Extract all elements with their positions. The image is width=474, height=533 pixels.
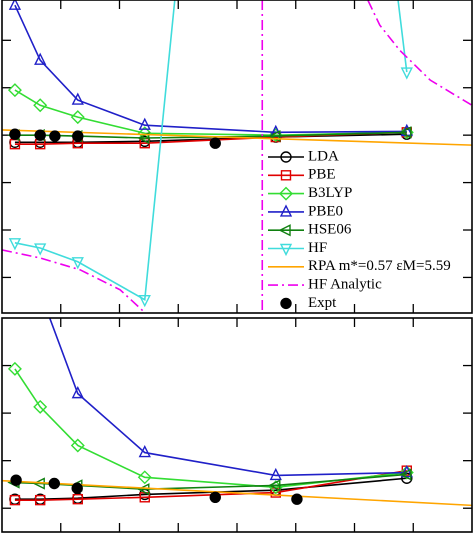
- data-point: [7, 361, 22, 376]
- series-line: [14, 0, 408, 302]
- series-line: [14, 4, 407, 134]
- data-point: [70, 110, 85, 125]
- data-point: [137, 470, 152, 485]
- legend-label: HF: [308, 240, 327, 256]
- data-point: [49, 130, 61, 142]
- data-point: [138, 117, 151, 130]
- series-line: [14, 368, 407, 489]
- data-point: [8, 238, 22, 251]
- legend-marker: [279, 186, 293, 201]
- data-point: [33, 98, 48, 113]
- data-point: [33, 399, 48, 414]
- data-point: [268, 479, 281, 492]
- data-point: [71, 482, 83, 494]
- series-line: [2, 0, 472, 313]
- panel-frame: [1, 0, 473, 314]
- data-point: [400, 67, 413, 80]
- legend-label: RPA m*=0.57 εM=5.59: [308, 258, 451, 274]
- data-point: [34, 52, 47, 65]
- data-point: [71, 92, 84, 105]
- data-point: [72, 130, 84, 142]
- data-point: [70, 438, 85, 453]
- legend-marker: [280, 151, 292, 163]
- data-point: [9, 128, 21, 140]
- data-point: [9, 494, 21, 506]
- legend-label: Expt: [308, 295, 337, 311]
- data-point: [138, 295, 151, 308]
- data-point: [399, 468, 412, 481]
- legend-label: HF Analytic: [308, 277, 382, 293]
- series-line: [48, 318, 407, 477]
- legend-label: LDA: [308, 148, 339, 164]
- legend-marker: [280, 297, 292, 310]
- plot-area: [2, 221, 472, 507]
- data-point: [34, 494, 46, 506]
- legend-marker: [279, 204, 293, 217]
- data-point: [34, 243, 47, 256]
- legend-marker: [278, 224, 291, 237]
- plot-area: [2, 0, 472, 313]
- legend-marker: [280, 170, 292, 181]
- data-point: [137, 483, 150, 496]
- data-point: [72, 493, 83, 505]
- data-point: [137, 131, 150, 145]
- data-point: [48, 477, 60, 490]
- data-point: [71, 386, 84, 399]
- data-point: [209, 491, 221, 503]
- panel-frame: [1, 317, 473, 533]
- data-point: [10, 474, 22, 486]
- data-point: [35, 286, 45, 296]
- data-point: [34, 129, 46, 141]
- data-point: [7, 83, 22, 98]
- data-point: [137, 126, 152, 141]
- data-point: [269, 467, 282, 481]
- legend-label: B3LYP: [308, 185, 352, 201]
- data-point: [8, 0, 22, 10]
- legend-label: HSE06: [308, 222, 352, 238]
- data-point: [209, 137, 221, 149]
- data-point: [399, 126, 412, 139]
- legend-label: PBE: [308, 167, 336, 183]
- data-point: [138, 445, 151, 458]
- data-point: [400, 464, 413, 478]
- data-point: [10, 221, 20, 231]
- legend-marker: [279, 243, 293, 257]
- data-point: [291, 493, 303, 505]
- data-point: [71, 257, 84, 270]
- legend-label: PBE0: [308, 203, 343, 219]
